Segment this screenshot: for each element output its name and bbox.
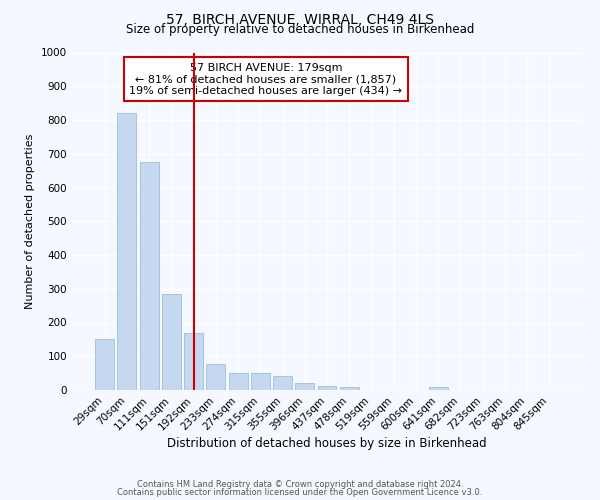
- Bar: [273, 376, 292, 390]
- Text: Size of property relative to detached houses in Birkenhead: Size of property relative to detached ho…: [126, 22, 474, 36]
- Bar: [429, 386, 448, 390]
- Text: Contains public sector information licensed under the Open Government Licence v3: Contains public sector information licen…: [118, 488, 482, 497]
- X-axis label: Distribution of detached houses by size in Birkenhead: Distribution of detached houses by size …: [167, 438, 487, 450]
- Text: Contains HM Land Registry data © Crown copyright and database right 2024.: Contains HM Land Registry data © Crown c…: [137, 480, 463, 489]
- Bar: [184, 332, 203, 390]
- Bar: [317, 386, 337, 390]
- Bar: [140, 162, 158, 390]
- Text: 57, BIRCH AVENUE, WIRRAL, CH49 4LS: 57, BIRCH AVENUE, WIRRAL, CH49 4LS: [166, 12, 434, 26]
- Bar: [118, 114, 136, 390]
- Text: 57 BIRCH AVENUE: 179sqm
← 81% of detached houses are smaller (1,857)
19% of semi: 57 BIRCH AVENUE: 179sqm ← 81% of detache…: [130, 62, 403, 96]
- Bar: [229, 373, 248, 390]
- Bar: [206, 364, 225, 390]
- Bar: [295, 383, 314, 390]
- Bar: [340, 386, 359, 390]
- Bar: [251, 373, 270, 390]
- Y-axis label: Number of detached properties: Number of detached properties: [25, 134, 35, 309]
- Bar: [162, 294, 181, 390]
- Bar: [95, 340, 114, 390]
